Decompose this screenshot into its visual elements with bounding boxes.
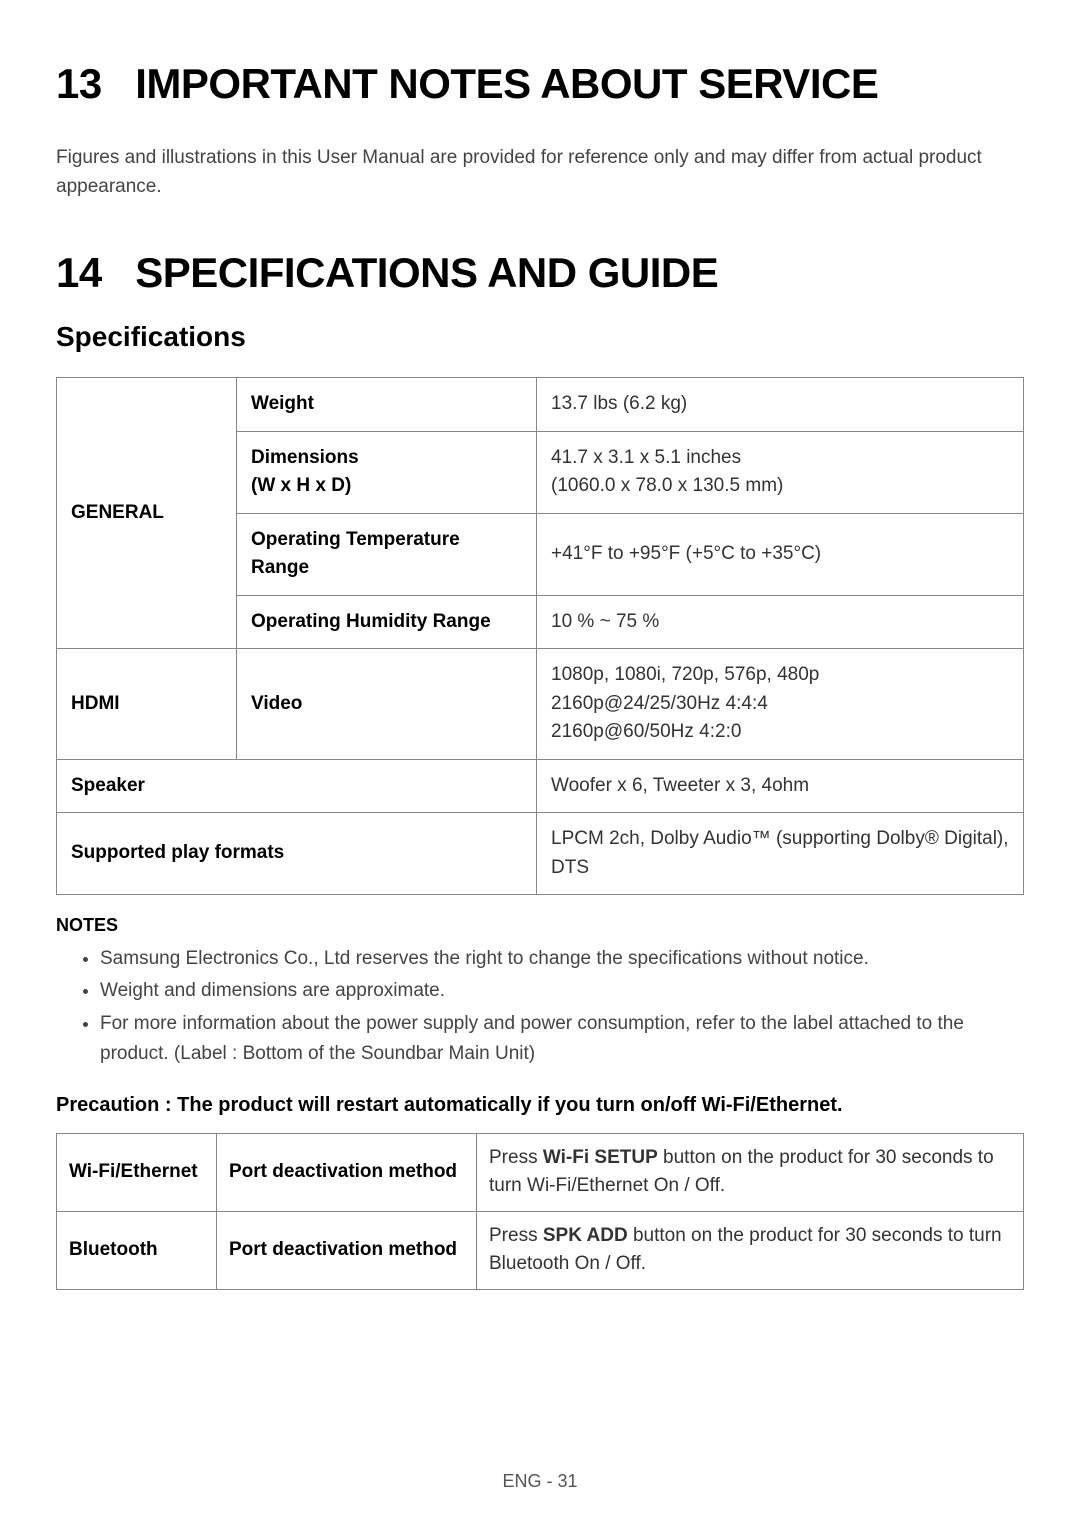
- port-deactivation-table: Wi-Fi/Ethernet Port deactivation method …: [56, 1133, 1024, 1290]
- section-13-heading: 13 IMPORTANT NOTES ABOUT SERVICE: [56, 60, 1024, 108]
- notes-heading: NOTES: [56, 915, 1024, 936]
- section-14-heading: 14 SPECIFICATIONS AND GUIDE: [56, 249, 1024, 297]
- section-13-number: 13: [56, 60, 102, 107]
- spec-value-line3: 2160p@60/50Hz 4:2:0: [551, 718, 1009, 747]
- spec-label: Dimensions (W x H x D): [237, 431, 537, 513]
- section-14-title: SPECIFICATIONS AND GUIDE: [135, 249, 718, 296]
- port-category: Bluetooth: [57, 1211, 217, 1289]
- precaution-text: Precaution : The product will restart au…: [56, 1094, 1024, 1117]
- category-formats: Supported play formats: [57, 813, 537, 895]
- table-row: Wi-Fi/Ethernet Port deactivation method …: [57, 1133, 1024, 1211]
- section-13-title: IMPORTANT NOTES ABOUT SERVICE: [135, 60, 878, 107]
- list-item: Samsung Electronics Co., Ltd reserves th…: [100, 944, 1024, 974]
- port-pre: Press: [489, 1225, 543, 1246]
- spec-label: Operating Humidity Range: [237, 595, 537, 649]
- spec-label: Video: [237, 649, 537, 760]
- spec-value: 41.7 x 3.1 x 5.1 inches (1060.0 x 78.0 x…: [537, 431, 1024, 513]
- spec-label-line1: Dimensions: [251, 444, 522, 473]
- spec-value-line2: (1060.0 x 78.0 x 130.5 mm): [551, 472, 1009, 501]
- spec-value: +41°F to +95°F (+5°C to +35°C): [537, 513, 1024, 595]
- port-pre: Press: [489, 1147, 543, 1168]
- port-label: Port deactivation method: [217, 1211, 477, 1289]
- port-bold: Wi-Fi SETUP: [543, 1147, 658, 1168]
- specifications-table: GENERAL Weight 13.7 lbs (6.2 kg) Dimensi…: [56, 377, 1024, 895]
- spec-value: Woofer x 6, Tweeter x 3, 4ohm: [537, 759, 1024, 813]
- spec-label: Operating Temperature Range: [237, 513, 537, 595]
- page-footer: ENG - 31: [0, 1471, 1080, 1492]
- spec-label: Weight: [237, 378, 537, 432]
- port-category: Wi-Fi/Ethernet: [57, 1133, 217, 1211]
- spec-value: 10 % ~ 75 %: [537, 595, 1024, 649]
- spec-value-line1: 41.7 x 3.1 x 5.1 inches: [551, 444, 1009, 473]
- port-value: Press SPK ADD button on the product for …: [477, 1211, 1024, 1289]
- category-hdmi: HDMI: [57, 649, 237, 760]
- list-item: Weight and dimensions are approximate.: [100, 976, 1024, 1006]
- category-general: GENERAL: [57, 378, 237, 649]
- list-item: For more information about the power sup…: [100, 1009, 1024, 1070]
- spec-value-line2: 2160p@24/25/30Hz 4:4:4: [551, 690, 1009, 719]
- spec-label-line2: (W x H x D): [251, 472, 522, 501]
- table-row: HDMI Video 1080p, 1080i, 720p, 576p, 480…: [57, 649, 1024, 760]
- spec-value: 13.7 lbs (6.2 kg): [537, 378, 1024, 432]
- spec-value-line1: 1080p, 1080i, 720p, 576p, 480p: [551, 661, 1009, 690]
- port-value: Press Wi-Fi SETUP button on the product …: [477, 1133, 1024, 1211]
- port-label: Port deactivation method: [217, 1133, 477, 1211]
- category-speaker: Speaker: [57, 759, 537, 813]
- section-13-text: Figures and illustrations in this User M…: [56, 144, 1024, 201]
- section-14-subtitle: Specifications: [56, 321, 1024, 353]
- table-row: Bluetooth Port deactivation method Press…: [57, 1211, 1024, 1289]
- notes-list: Samsung Electronics Co., Ltd reserves th…: [56, 944, 1024, 1070]
- port-bold: SPK ADD: [543, 1225, 628, 1246]
- spec-value: 1080p, 1080i, 720p, 576p, 480p 2160p@24/…: [537, 649, 1024, 760]
- table-row: GENERAL Weight 13.7 lbs (6.2 kg): [57, 378, 1024, 432]
- table-row: Speaker Woofer x 6, Tweeter x 3, 4ohm: [57, 759, 1024, 813]
- spec-value: LPCM 2ch, Dolby Audio™ (supporting Dolby…: [537, 813, 1024, 895]
- section-14-number: 14: [56, 249, 102, 296]
- table-row: Supported play formats LPCM 2ch, Dolby A…: [57, 813, 1024, 895]
